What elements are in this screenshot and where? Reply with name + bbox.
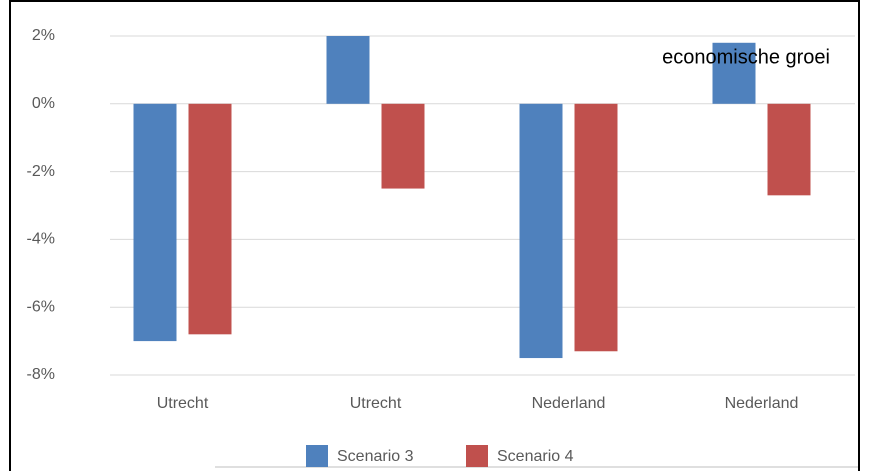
bar bbox=[188, 103, 232, 335]
legend-label: Scenario 4 bbox=[497, 448, 574, 465]
x-tick-label: Nederland bbox=[725, 395, 799, 412]
bar bbox=[574, 103, 618, 352]
legend-swatch bbox=[466, 445, 488, 467]
bar bbox=[381, 103, 425, 189]
y-tick-label: 0% bbox=[32, 95, 55, 112]
x-tick-label: Nederland bbox=[532, 395, 606, 412]
legend-swatch bbox=[306, 445, 328, 467]
y-tick-label: -6% bbox=[27, 298, 55, 315]
bar bbox=[326, 36, 370, 104]
bar bbox=[519, 103, 563, 359]
chart-title: economische groei bbox=[662, 46, 830, 68]
bar bbox=[133, 103, 177, 342]
y-tick-label: -8% bbox=[27, 366, 55, 383]
y-tick-label: 2% bbox=[32, 27, 55, 44]
bar bbox=[767, 103, 811, 196]
legend-label: Scenario 3 bbox=[337, 448, 414, 465]
x-tick-label: Utrecht bbox=[157, 395, 209, 412]
y-tick-label: -4% bbox=[27, 231, 55, 248]
x-tick-label: Utrecht bbox=[350, 395, 402, 412]
bar bbox=[712, 42, 756, 104]
y-tick-label: -2% bbox=[27, 163, 55, 180]
